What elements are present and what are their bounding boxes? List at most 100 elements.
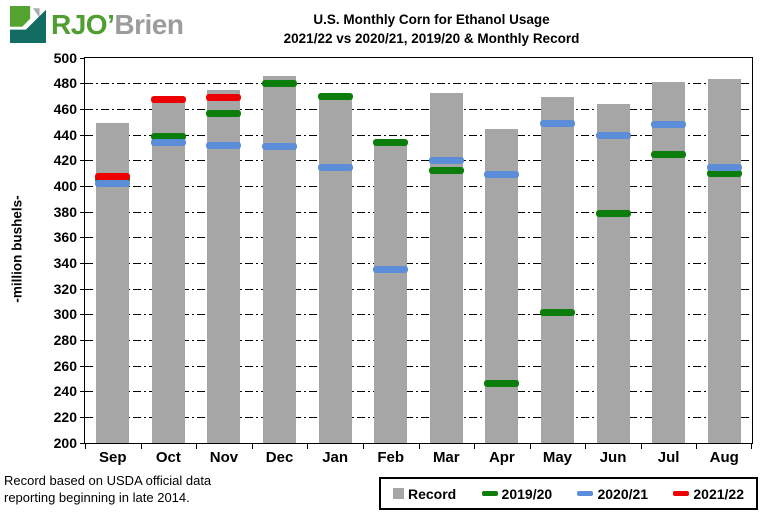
x-category-label-May: May xyxy=(542,449,573,466)
y-tick-380 xyxy=(80,211,85,213)
record-bar-Dec xyxy=(263,75,297,443)
gridline-240 xyxy=(85,391,752,393)
y-tick-360 xyxy=(80,237,85,239)
dash-2019-20-Nov xyxy=(206,109,242,117)
dash-2020-21-Jan xyxy=(317,163,353,171)
y-tick-220 xyxy=(80,416,85,418)
y-tick-label-200: 200 xyxy=(53,434,77,451)
dash-2021-22-Oct xyxy=(150,95,186,103)
record-bar-Aug xyxy=(707,78,741,443)
y-axis-title: -million bushels- xyxy=(9,195,25,303)
legend-marker-2019-20-icon xyxy=(481,491,498,496)
gridline-460 xyxy=(85,108,752,110)
y-tick-label-240: 240 xyxy=(53,383,77,400)
y-tick-260 xyxy=(80,365,85,367)
x-category-label-Apr: Apr xyxy=(488,449,515,466)
legend-marker-2020-21-icon xyxy=(577,491,594,496)
legend-label: 2021/22 xyxy=(693,485,744,502)
legend-item-2020-21: 2020/21 xyxy=(577,486,648,502)
record-bar-Feb xyxy=(374,143,408,443)
y-tick-340 xyxy=(80,262,85,264)
rjo-brien-logo-icon xyxy=(10,6,46,43)
gridline-220 xyxy=(85,416,752,418)
y-tick-420 xyxy=(80,160,85,162)
logo-text-brien: Brien xyxy=(114,8,184,40)
y-tick-500 xyxy=(80,57,85,59)
x-category-label-Dec: Dec xyxy=(265,449,294,466)
x-category-label-Jan: Jan xyxy=(322,449,349,466)
legend-marker-Record-icon xyxy=(393,488,404,499)
x-tick-11 xyxy=(696,443,698,449)
x-tick-9 xyxy=(585,443,587,449)
y-tick-460 xyxy=(80,108,85,110)
x-category-label-Mar: Mar xyxy=(432,449,460,466)
footnote-line1: Record based on USDA official data xyxy=(4,473,212,488)
legend-marker-2021-22-icon xyxy=(673,491,690,496)
y-tick-280 xyxy=(80,339,85,341)
dash-2019-20-Aug xyxy=(706,170,742,177)
footnote: Record based on USDA official data repor… xyxy=(4,472,211,506)
x-category-label-Feb: Feb xyxy=(377,449,405,466)
dash-2019-20-Oct xyxy=(150,132,186,140)
logo-wordmark: RJO’Brien xyxy=(51,8,184,41)
dash-2020-21-May xyxy=(539,119,575,127)
legend-item-Record: Record xyxy=(393,486,456,502)
dash-2020-21-Dec xyxy=(262,143,298,151)
dash-2020-21-Nov xyxy=(206,141,242,149)
record-bar-Oct xyxy=(151,96,185,443)
x-tick-4 xyxy=(307,443,309,449)
x-category-label-Sep: Sep xyxy=(99,449,127,466)
dash-2019-20-Mar xyxy=(428,167,464,175)
y-tick-label-280: 280 xyxy=(53,331,77,348)
gridline-360 xyxy=(85,237,752,239)
legend-item-2019-20: 2019/20 xyxy=(481,485,553,502)
gridline-400 xyxy=(85,185,752,187)
dash-2020-21-Oct xyxy=(150,139,186,147)
x-tick-0 xyxy=(85,443,86,449)
y-tick-label-380: 380 xyxy=(53,203,77,220)
x-category-label-Oct: Oct xyxy=(155,449,181,466)
x-tick-5 xyxy=(362,443,364,449)
record-bar-Sep xyxy=(96,123,130,443)
y-tick-440 xyxy=(80,134,85,136)
dash-2020-21-Mar xyxy=(428,157,464,165)
x-tick-12 xyxy=(751,443,752,449)
record-bar-Jun xyxy=(596,104,630,443)
x-tick-7 xyxy=(474,443,476,449)
y-tick-240 xyxy=(80,391,85,393)
y-tick-label-340: 340 xyxy=(53,254,77,271)
gridline-260 xyxy=(85,365,752,367)
y-tick-label-260: 260 xyxy=(53,357,77,374)
x-category-label-Aug: Aug xyxy=(709,449,739,466)
x-tick-2 xyxy=(196,443,198,449)
dash-2019-20-Jun xyxy=(595,209,631,217)
y-tick-label-440: 440 xyxy=(53,126,77,143)
y-tick-200 xyxy=(80,442,85,444)
footnote-line2: reporting beginning in late 2014. xyxy=(4,490,190,505)
rjo-brien-logo: RJO’Brien xyxy=(10,6,184,43)
y-tick-320 xyxy=(80,288,85,290)
x-tick-6 xyxy=(418,443,420,449)
chart-title-line1: U.S. Monthly Corn for Ethanol Usage xyxy=(313,12,550,27)
y-tick-label-220: 220 xyxy=(53,408,77,425)
legend: Record 2019/20 2020/21 2021/22 xyxy=(379,477,758,510)
gridline-420 xyxy=(85,160,752,162)
dash-2020-21-Jul xyxy=(651,121,687,129)
dash-2020-21-Sep xyxy=(95,180,131,188)
x-tick-3 xyxy=(251,443,253,449)
chart-title-line2: 2021/22 vs 2020/21, 2019/20 & Monthly Re… xyxy=(283,31,580,46)
x-tick-10 xyxy=(640,443,642,449)
x-category-label-Jun: Jun xyxy=(599,449,627,466)
dash-2019-20-Jul xyxy=(651,150,687,158)
y-tick-label-500: 500 xyxy=(53,49,77,66)
legend-label: 2019/20 xyxy=(501,485,553,502)
dash-2019-20-Jan xyxy=(317,93,353,100)
y-tick-label-480: 480 xyxy=(53,75,77,92)
dash-2021-22-Sep xyxy=(95,172,131,180)
y-tick-480 xyxy=(80,83,85,85)
dash-2019-20-Dec xyxy=(262,80,298,88)
y-tick-400 xyxy=(80,185,85,187)
y-tick-300 xyxy=(80,314,85,316)
gridline-380 xyxy=(85,211,752,213)
dash-2020-21-Apr xyxy=(484,171,520,179)
